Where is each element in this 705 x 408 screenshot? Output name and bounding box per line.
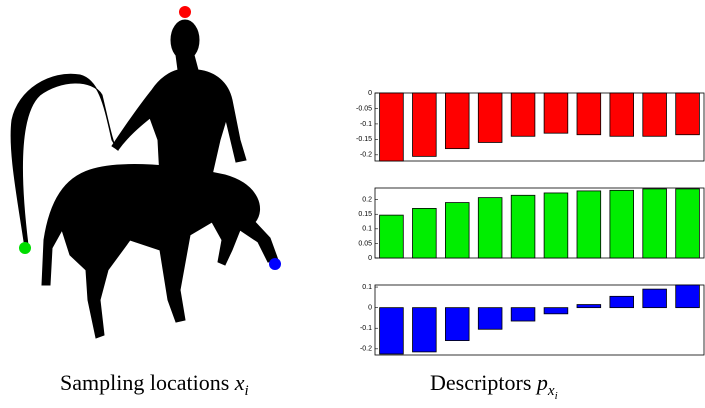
bar (445, 202, 470, 259)
bar (477, 307, 503, 330)
caption-math: x (234, 370, 245, 395)
caption-left: Sampling locations xi (60, 370, 249, 399)
bar (412, 307, 437, 353)
plot-frame (374, 284, 705, 356)
bar (609, 189, 634, 259)
bar (576, 304, 602, 309)
caption-text: Sampling locations (60, 370, 235, 395)
bar (510, 92, 536, 137)
bar (675, 284, 700, 309)
bar (543, 307, 569, 315)
caption-subsub: i (555, 390, 558, 402)
bar (379, 214, 404, 259)
caption-text: Descriptors (430, 370, 537, 395)
sample-point-blue (269, 258, 281, 270)
bar (445, 307, 470, 341)
bar (445, 92, 470, 150)
bar (609, 92, 634, 137)
bar (642, 188, 667, 259)
bar (642, 288, 667, 309)
y-tick-label: 0.1 (362, 284, 372, 291)
bar (477, 92, 503, 143)
y-tick-label: -0.1 (360, 325, 372, 332)
sample-point-red (179, 6, 191, 18)
bar (543, 192, 569, 259)
bar (576, 190, 602, 259)
y-tick-label: 0.2 (362, 197, 372, 204)
plot-frame (374, 92, 705, 162)
plot-frame (374, 187, 705, 259)
bar (412, 208, 437, 259)
bar (675, 92, 700, 136)
y-tick-label: 0 (368, 90, 372, 97)
sample-point-green (19, 242, 31, 254)
y-tick-label: 0.15 (358, 211, 372, 218)
y-tick-label: -0.15 (356, 136, 372, 143)
bar (576, 92, 602, 136)
bar (412, 92, 437, 157)
caption-sub: i (245, 383, 249, 399)
bar (642, 92, 667, 137)
y-tick-label: 0 (368, 304, 372, 311)
caption-math: p (535, 370, 548, 395)
bar (609, 295, 634, 309)
y-tick-label: 0.05 (358, 240, 372, 247)
bar (510, 307, 536, 322)
y-tick-label: -0.2 (360, 152, 372, 159)
caption-sub: x (547, 383, 555, 399)
bar (379, 92, 404, 162)
caption-right: Descriptors pxi (430, 370, 558, 402)
centaur-silhouette (10, 19, 279, 339)
y-tick-label: 0 (368, 255, 372, 262)
bar (510, 194, 536, 259)
bar (543, 92, 569, 134)
y-tick-label: -0.05 (356, 105, 372, 112)
y-tick-label: -0.2 (360, 346, 372, 353)
bar (477, 197, 503, 259)
bar (379, 307, 404, 355)
y-tick-label: -0.1 (360, 121, 372, 128)
y-tick-label: 0.1 (362, 226, 372, 233)
bar (675, 188, 700, 259)
